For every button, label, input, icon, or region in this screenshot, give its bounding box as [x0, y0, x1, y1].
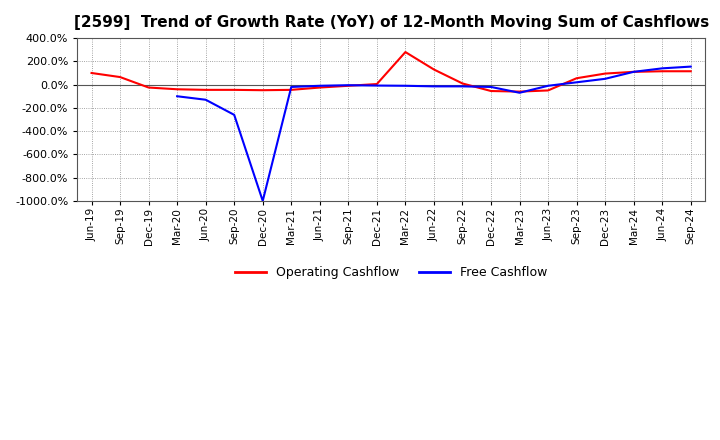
Title: [2599]  Trend of Growth Rate (YoY) of 12-Month Moving Sum of Cashflows: [2599] Trend of Growth Rate (YoY) of 12-… — [73, 15, 708, 30]
Legend: Operating Cashflow, Free Cashflow: Operating Cashflow, Free Cashflow — [230, 261, 552, 284]
